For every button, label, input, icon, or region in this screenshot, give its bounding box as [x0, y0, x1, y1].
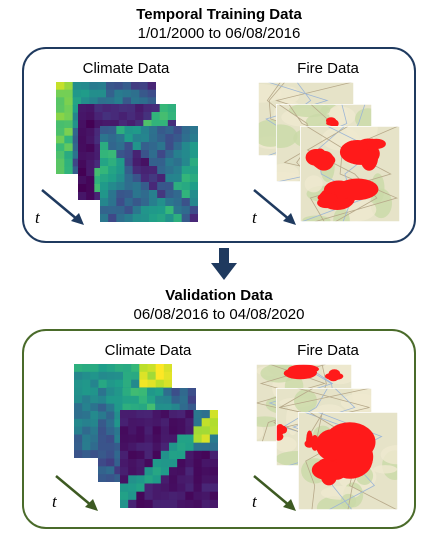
- training-fire-map-3: [300, 126, 400, 222]
- training-climate-time-arrow-icon: [41, 189, 84, 225]
- validation-climate-time-arrow-icon: [55, 475, 98, 511]
- validation-fire-time-label: t: [252, 492, 257, 511]
- validation-climate-tile-3: [120, 410, 218, 508]
- training-fire-label: Fire Data: [297, 60, 359, 77]
- training-climate-time-label: t: [35, 208, 40, 227]
- validation-fire-map-3: [298, 412, 398, 510]
- validation-title: Validation Data: [165, 287, 273, 304]
- training-fire-time-arrow-icon: [253, 189, 296, 225]
- validation-climate-time-label: t: [52, 492, 57, 511]
- training-date-range: 1/01/2000 to 06/08/2016: [137, 25, 301, 42]
- validation-date-range: 06/08/2016 to 04/08/2020: [133, 306, 305, 323]
- validation-fire-label: Fire Data: [297, 342, 359, 359]
- validation-climate-label: Climate Data: [104, 342, 192, 359]
- down-arrow-icon: [211, 248, 237, 280]
- validation-fire-time-arrow-icon: [253, 475, 296, 511]
- training-fire-time-label: t: [252, 208, 257, 227]
- training-climate-label: Climate Data: [82, 60, 170, 77]
- training-title: Temporal Training Data: [136, 6, 302, 23]
- training-climate-tile-3: [100, 126, 198, 222]
